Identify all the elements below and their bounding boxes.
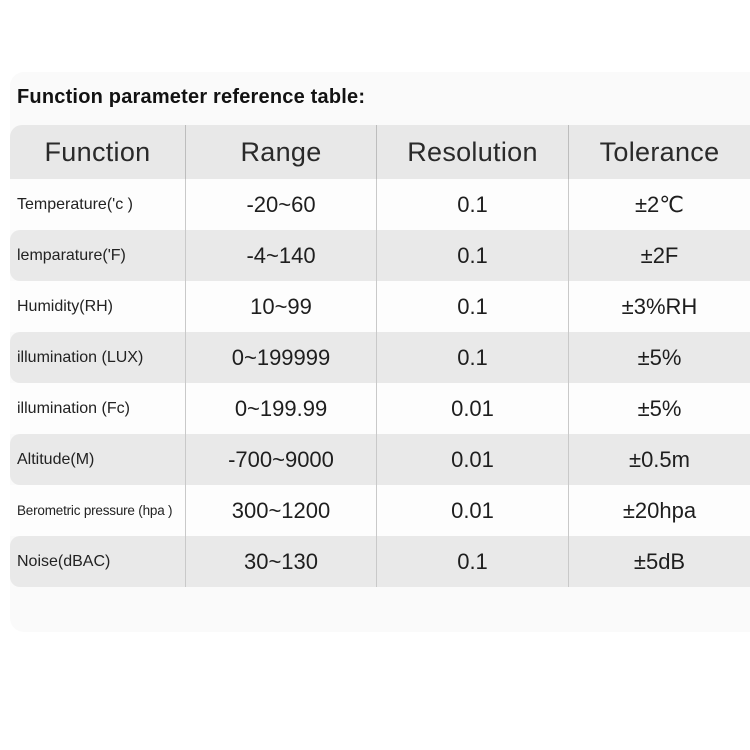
resolution-cell: 0.1 <box>376 230 568 281</box>
range-cell: 0~199.99 <box>185 383 376 434</box>
tolerance-cell: ±2℃ <box>568 179 750 230</box>
column-header-resolution: Resolution <box>376 125 568 179</box>
table-body: Temperature('c ) -20~60 0.1 ±2℃ lemparat… <box>10 179 750 587</box>
tolerance-cell: ±2F <box>568 230 750 281</box>
table-title: Function parameter reference table: <box>17 86 366 108</box>
resolution-cell: 0.1 <box>376 179 568 230</box>
resolution-cell: 0.01 <box>376 383 568 434</box>
resolution-cell: 0.1 <box>376 281 568 332</box>
header-row: Function Range Resolution Tolerance <box>10 125 750 179</box>
table-row: Humidity(RH) 10~99 0.1 ±3%RH <box>10 281 750 332</box>
function-cell: Berometric pressure (hpa ) <box>10 485 185 536</box>
table-row: Altitude(M) -700~9000 0.01 ±0.5m <box>10 434 750 485</box>
function-cell: illumination (Fc) <box>10 383 185 434</box>
tolerance-cell: ±3%RH <box>568 281 750 332</box>
table-row: Berometric pressure (hpa ) 300~1200 0.01… <box>10 485 750 536</box>
parameter-table: Function Range Resolution Tolerance Temp… <box>10 125 750 587</box>
tolerance-cell: ±5% <box>568 332 750 383</box>
function-cell: Humidity(RH) <box>10 281 185 332</box>
table-row: illumination (Fc) 0~199.99 0.01 ±5% <box>10 383 750 434</box>
range-cell: 30~130 <box>185 536 376 587</box>
resolution-cell: 0.01 <box>376 434 568 485</box>
tolerance-cell: ±0.5m <box>568 434 750 485</box>
function-cell: Temperature('c ) <box>10 179 185 230</box>
function-parameter-panel: Function parameter reference table: Func… <box>10 72 750 632</box>
range-cell: 300~1200 <box>185 485 376 536</box>
table-header: Function Range Resolution Tolerance <box>10 125 750 179</box>
range-cell: -20~60 <box>185 179 376 230</box>
tolerance-cell: ±5dB <box>568 536 750 587</box>
range-cell: 10~99 <box>185 281 376 332</box>
tolerance-cell: ±20hpa <box>568 485 750 536</box>
table-row: Noise(dBAC) 30~130 0.1 ±5dB <box>10 536 750 587</box>
range-cell: -700~9000 <box>185 434 376 485</box>
table-row: Temperature('c ) -20~60 0.1 ±2℃ <box>10 179 750 230</box>
resolution-cell: 0.01 <box>376 485 568 536</box>
function-cell: Altitude(M) <box>10 434 185 485</box>
table-row: lemparature('F) -4~140 0.1 ±2F <box>10 230 750 281</box>
column-header-tolerance: Tolerance <box>568 125 750 179</box>
column-header-range: Range <box>185 125 376 179</box>
column-header-function: Function <box>10 125 185 179</box>
resolution-cell: 0.1 <box>376 536 568 587</box>
tolerance-cell: ±5% <box>568 383 750 434</box>
function-cell: Noise(dBAC) <box>10 536 185 587</box>
table-row: illumination (LUX) 0~199999 0.1 ±5% <box>10 332 750 383</box>
function-cell: lemparature('F) <box>10 230 185 281</box>
range-cell: 0~199999 <box>185 332 376 383</box>
function-cell: illumination (LUX) <box>10 332 185 383</box>
resolution-cell: 0.1 <box>376 332 568 383</box>
range-cell: -4~140 <box>185 230 376 281</box>
